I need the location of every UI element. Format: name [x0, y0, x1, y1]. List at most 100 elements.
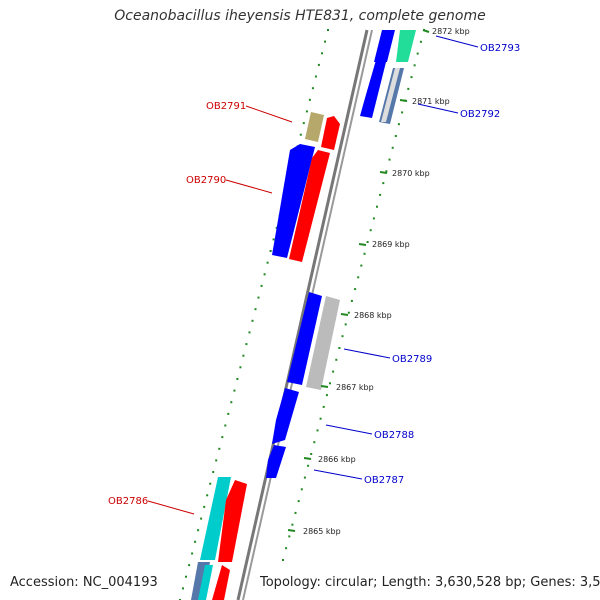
track-dot	[300, 488, 303, 491]
track-dot	[224, 424, 227, 427]
track-dot	[227, 412, 230, 415]
tick-label: 2865 kbp	[303, 527, 341, 536]
gene-feature-ob2786[interactable]	[200, 477, 231, 560]
track-dot	[248, 331, 251, 334]
track-dot	[376, 205, 378, 208]
track-dot	[203, 505, 206, 508]
scale-ticks	[287, 29, 430, 532]
track-dot	[332, 370, 335, 373]
track-dot	[239, 366, 242, 369]
track-dot	[327, 29, 329, 31]
track-dot	[209, 482, 212, 485]
gene-feature-ob2785-red[interactable]	[212, 565, 230, 600]
tick-label: 2870 kbp	[392, 169, 430, 178]
gene-feature-ob2790-red[interactable]	[289, 150, 330, 262]
track-dot	[269, 250, 272, 252]
track-dot	[197, 529, 200, 532]
track-dot	[206, 494, 209, 497]
track-dot	[272, 238, 275, 241]
track-dot	[360, 264, 363, 267]
track-dot	[363, 252, 366, 255]
gene-feature-ob2787[interactable]	[266, 445, 286, 478]
gene-label-ob2787[interactable]: OB2787	[364, 475, 404, 486]
track-dot	[182, 587, 184, 590]
track-dot	[294, 511, 297, 514]
track-dot	[188, 564, 191, 567]
track-dot	[413, 64, 416, 67]
gene-label-ob2791[interactable]: OB2791	[206, 101, 246, 112]
track-dot	[251, 319, 254, 322]
track-dot	[257, 296, 260, 299]
gene-label-ob2789[interactable]: OB2789	[392, 354, 432, 365]
gene-feature-ob2793[interactable]	[396, 30, 416, 62]
track-dot	[299, 133, 302, 136]
gene-feature-ob2789[interactable]	[287, 292, 322, 385]
gene-feature-ob2790[interactable]	[272, 144, 315, 258]
track-dot	[313, 441, 316, 444]
track-dot	[372, 217, 375, 220]
track-dot	[233, 389, 236, 392]
track-dot	[369, 229, 372, 232]
track-dot	[263, 273, 266, 276]
track-dot	[317, 63, 320, 66]
gene-feature-ob2792[interactable]	[360, 60, 386, 118]
track-dot	[288, 535, 291, 538]
track-dot	[382, 182, 385, 185]
map-title: Oceanobacillus iheyensis HTE831, complet…	[114, 8, 486, 24]
track-dot	[401, 111, 404, 114]
track-dot	[410, 76, 413, 79]
track-dot	[366, 241, 369, 243]
gene-feature-ob2791[interactable]	[305, 112, 324, 142]
track-dot	[324, 40, 326, 43]
tick-label: 2871 kbp	[412, 97, 450, 106]
gene-feature-ob2792-gray[interactable]	[381, 68, 400, 122]
gene-label-ob2790[interactable]: OB2790	[186, 175, 226, 186]
track-dot	[341, 335, 344, 338]
track-dot	[212, 471, 215, 473]
track-dot	[354, 288, 357, 291]
track-dot	[245, 343, 248, 346]
track-dot	[397, 123, 400, 126]
track-dot	[185, 575, 187, 578]
track-dot	[329, 382, 331, 385]
track-dot	[254, 308, 257, 311]
track-dot	[266, 261, 269, 264]
track-dot	[200, 517, 203, 520]
gene-label-ob2792[interactable]: OB2792	[460, 109, 500, 120]
track-dot	[305, 110, 308, 113]
track-dot	[314, 75, 317, 78]
gene-label-ob2793[interactable]: OB2793	[480, 43, 520, 54]
tick-label: 2866 kbp	[318, 455, 356, 464]
track-dot	[394, 135, 397, 137]
track-dot	[215, 459, 218, 462]
track-dot	[303, 476, 306, 479]
gene-feature-ob2789-gray[interactable]	[306, 296, 340, 390]
gene-features	[191, 30, 416, 600]
track-dot	[242, 354, 245, 357]
gene-feature-ob2793-strand[interactable]	[374, 30, 395, 62]
track-dot	[388, 158, 391, 161]
track-dot	[385, 170, 388, 173]
track-dot	[419, 40, 422, 43]
track-dot	[308, 98, 311, 101]
track-dot	[416, 52, 419, 55]
track-dot	[230, 401, 233, 404]
track-dot	[338, 347, 341, 349]
gene-feature-ob2791-red[interactable]	[321, 116, 340, 150]
tick-label: 2869 kbp	[372, 240, 410, 249]
gene-label-ob2786[interactable]: OB2786	[108, 496, 148, 507]
track-dot	[297, 500, 300, 503]
gene-feature-ob2788[interactable]	[272, 388, 299, 444]
gene-feature-ob2786-red[interactable]	[218, 480, 247, 562]
gene-labels: OB2793 OB2792 OB2791 OB2790 OB2789 OB278…	[108, 43, 520, 507]
gene-label-leaders	[147, 35, 479, 515]
track-dot	[347, 311, 350, 314]
track-dot	[291, 523, 294, 526]
tick-label: 2867 kbp	[336, 383, 374, 392]
track-dot	[350, 299, 353, 302]
gene-label-ob2788[interactable]: OB2788	[374, 430, 414, 441]
gene-feature-ob2785-teal[interactable]	[198, 565, 213, 600]
track-dot	[260, 284, 263, 287]
track-dot	[344, 323, 347, 326]
